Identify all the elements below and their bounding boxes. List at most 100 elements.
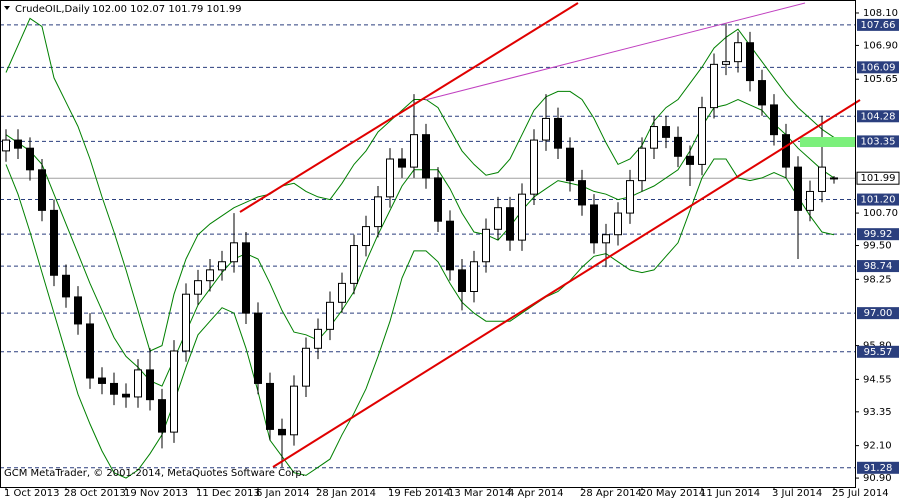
candle-body [602, 234, 610, 244]
candle-body [470, 261, 478, 292]
candle-body [266, 382, 274, 430]
level-label-box [857, 228, 899, 241]
candle-body [722, 61, 730, 65]
candle-body [218, 261, 226, 271]
candle-body [458, 269, 466, 292]
x-tick-label: 11 Dec 2013 [196, 488, 260, 499]
x-tick-label: 28 Oct 2013 [64, 488, 126, 499]
candle-body [542, 117, 550, 141]
plot-border [0, 0, 856, 488]
level-label: 107.66 [861, 20, 896, 31]
channel-lower-line [272, 99, 861, 468]
candle-body [110, 382, 118, 395]
candle-body [794, 166, 802, 211]
y-tick-label: 105.65 [863, 74, 898, 85]
resistance-line [424, 2, 806, 101]
candle-body [302, 347, 310, 387]
candle-body [590, 204, 598, 244]
y-tick-label: 106.90 [863, 40, 898, 51]
candle-body [338, 282, 346, 303]
candle-body [758, 80, 766, 106]
candle-body [254, 312, 262, 384]
candle-body [326, 301, 334, 330]
candle-body [194, 280, 202, 295]
menu-icon[interactable] [4, 6, 10, 10]
candle-body [2, 139, 10, 152]
candle-body [38, 169, 46, 211]
y-tick-label: 98.25 [863, 274, 892, 285]
band-upper [5, 17, 835, 352]
level-label: 103.35 [861, 136, 896, 147]
candle-body [770, 104, 778, 136]
x-tick-label: 4 Apr 2014 [508, 488, 563, 499]
candle-body [518, 193, 526, 241]
candle-body [830, 177, 838, 180]
candle-body [242, 242, 250, 314]
candle-body [50, 209, 58, 276]
level-label-box [857, 345, 899, 358]
level-label-box [857, 307, 899, 320]
candle-body [74, 296, 82, 325]
candle-body [650, 126, 658, 149]
candle-body [422, 134, 430, 179]
candle-body [710, 63, 718, 109]
candle-body [482, 228, 490, 263]
candle-body [170, 350, 178, 433]
candle-body [566, 147, 574, 182]
y-tick-label: 93.35 [863, 407, 892, 418]
candle-body [350, 245, 358, 284]
candle-body [446, 220, 454, 271]
chart-title: CrudeOIL,Daily [15, 4, 90, 15]
y-tick-label: 108.10 [863, 8, 898, 19]
candle-body [278, 428, 286, 436]
band-lower [5, 158, 835, 479]
candle-body [134, 369, 142, 398]
y-tick-label: 99.50 [863, 241, 892, 252]
level-label-box [857, 110, 899, 123]
level-label-box [857, 135, 899, 148]
candle-body [398, 158, 406, 168]
candle-body [530, 139, 538, 195]
channel-upper-line [239, 2, 579, 213]
ohlc-text: 102.00 102.07 101.79 101.99 [92, 4, 242, 15]
x-tick-label: 28 Jan 2014 [316, 488, 376, 499]
level-label: 98.74 [864, 261, 893, 272]
x-tick-label: 3 Jul 2014 [772, 488, 822, 499]
candle-body [746, 42, 754, 82]
candle-body [146, 369, 154, 401]
candle-body [386, 158, 394, 198]
level-label: 101.20 [861, 195, 896, 206]
x-tick-label: 6 Jan 2014 [256, 488, 310, 499]
x-tick-label: 19 Feb 2014 [388, 488, 450, 499]
x-tick-label: 1 Oct 2013 [4, 488, 59, 499]
x-tick-label: 13 Mar 2014 [448, 488, 511, 499]
candle-body [374, 196, 382, 228]
level-label: 99.92 [864, 229, 893, 240]
x-tick-label: 20 May 2014 [640, 488, 705, 499]
candle-body [290, 385, 298, 436]
candle-body [410, 134, 418, 168]
candle-body [554, 117, 562, 149]
x-tick-label: 19 Nov 2013 [124, 488, 188, 499]
source-text: GCM MetaTrader, © 2001-2014, MetaQuotes … [4, 468, 305, 479]
candle-body [362, 226, 370, 247]
candle-body [158, 399, 166, 433]
candle-body [698, 107, 706, 165]
candle-body [230, 242, 238, 263]
y-tick-label: 100.70 [863, 208, 898, 219]
candle-body [614, 212, 622, 236]
candle-body [626, 180, 634, 214]
level-label-box [857, 193, 899, 206]
candle-body [686, 155, 694, 165]
level-label: 95.57 [864, 347, 893, 358]
candle-body [434, 177, 442, 222]
level-label-box [857, 260, 899, 273]
candle-body [782, 134, 790, 168]
candle-body [314, 328, 322, 349]
y-tick-label: 92.10 [863, 441, 892, 452]
x-tick-label: 28 Apr 2014 [580, 488, 642, 499]
level-label-box [857, 61, 899, 74]
axis-layer: 108.10106.90105.65100.7099.5098.2595.809… [4, 8, 900, 499]
band-middle [5, 98, 835, 387]
